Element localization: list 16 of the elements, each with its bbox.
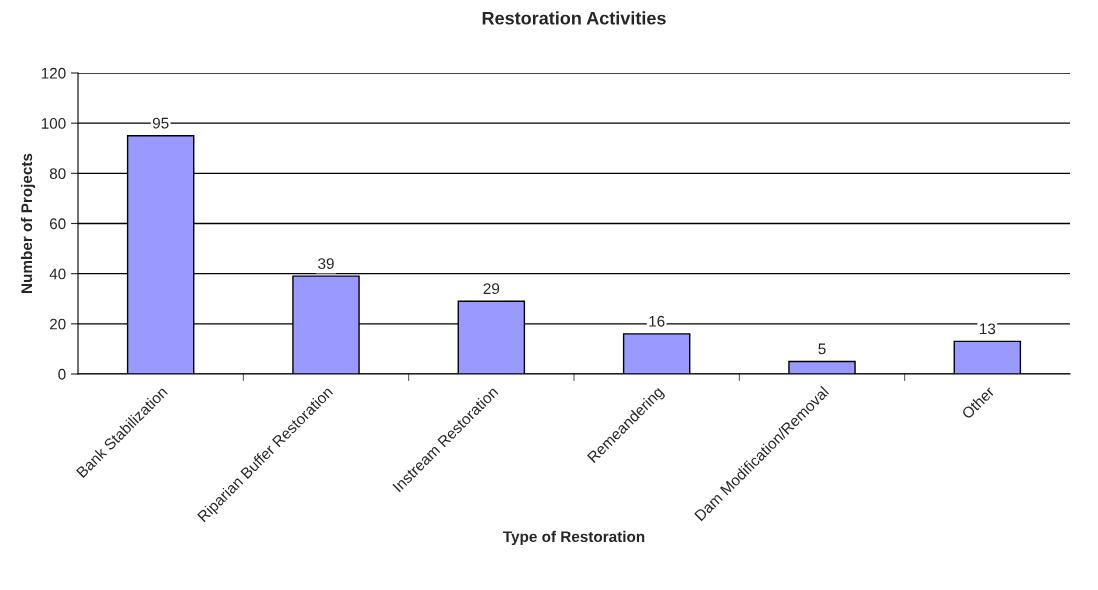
chart-title: Restoration Activities [482, 11, 666, 25]
y-tick-label: 60 [49, 218, 66, 230]
y-tick-label: 0 [58, 368, 66, 380]
data-label: 95 [152, 117, 169, 129]
y-axis-title: Number of Projects [20, 153, 36, 293]
data-label: 29 [483, 283, 500, 295]
y-tick-label: 40 [49, 268, 66, 280]
data-label: 5 [818, 343, 826, 355]
y-tick-label: 80 [49, 168, 66, 180]
data-label: 13 [980, 323, 996, 335]
data-label: 39 [318, 258, 334, 269]
y-tick-label: 100 [41, 118, 66, 129]
y-tick-label: 20 [49, 318, 66, 330]
y-tick-label: 120 [41, 67, 66, 79]
x-axis-title: Type of Restoration [503, 530, 645, 546]
data-label: 16 [649, 315, 665, 327]
